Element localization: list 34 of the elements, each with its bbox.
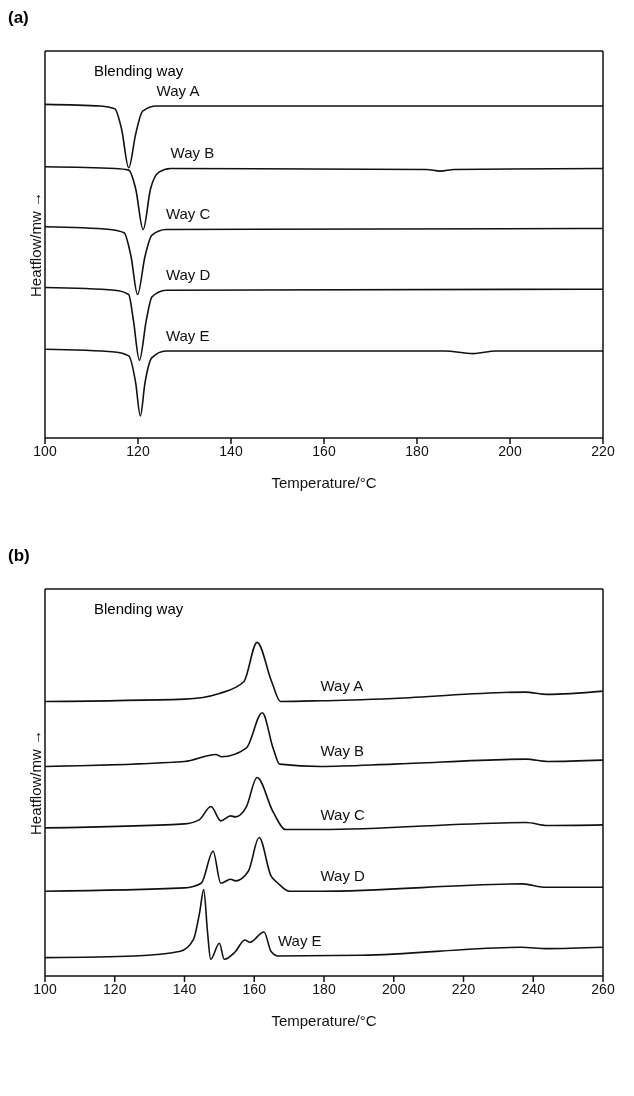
series-label: Way C: [320, 805, 366, 823]
series-label: Way E: [165, 326, 210, 344]
series-label: Way A: [320, 676, 364, 694]
text: Blending way: [94, 600, 184, 617]
series-label: Way D: [320, 867, 366, 885]
series-label: Way E: [277, 931, 322, 949]
x-tick-label: 200: [498, 442, 522, 459]
y-axis-title: Heatflow/mw →: [27, 191, 45, 298]
x-tick-label: 160: [312, 442, 336, 459]
x-axis-title: Temperature/°C: [271, 474, 377, 491]
series-label: Way A: [156, 82, 200, 100]
x-tick-label: 120: [103, 980, 127, 997]
series-label: Way B: [170, 144, 215, 162]
y-axis-title: Heatflow/mw →: [27, 729, 45, 836]
chart-title: (b): [8, 546, 30, 566]
x-tick-label: 180: [405, 442, 429, 459]
x-tick-label: 220: [591, 442, 615, 459]
x-tick-label: 220: [451, 980, 476, 997]
series-label: Way C: [165, 205, 211, 223]
x-tick-label: 140: [219, 442, 243, 459]
x-tick-label: 260: [591, 980, 615, 997]
x-tick-label: 180: [312, 980, 336, 997]
text: Blending way: [94, 62, 184, 79]
x-tick-label: 100: [33, 442, 57, 459]
x-tick-label: 140: [172, 980, 197, 997]
x-axis-title: Temperature/°C: [271, 1012, 377, 1029]
chart-title: (a): [8, 8, 29, 28]
x-tick-label: 200: [382, 980, 406, 997]
x-tick-label: 160: [242, 980, 267, 997]
series-label: Way B: [320, 742, 365, 760]
x-tick-label: 240: [521, 980, 546, 997]
series-label: Way D: [165, 266, 211, 284]
x-tick-label: 120: [126, 442, 150, 459]
x-tick-label: 100: [33, 980, 57, 997]
